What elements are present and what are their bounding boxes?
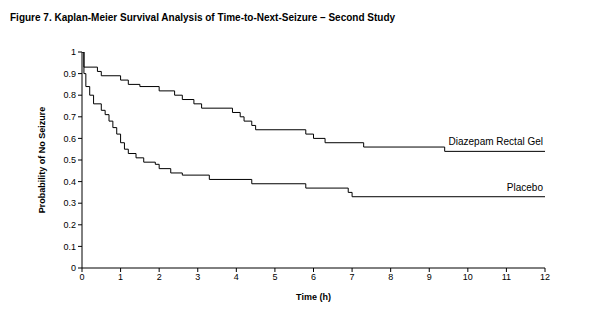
svg-text:Time (h): Time (h)	[296, 292, 331, 302]
svg-text:Diazepam Rectal Gel: Diazepam Rectal Gel	[449, 136, 543, 147]
svg-text:5: 5	[272, 272, 277, 282]
svg-text:6: 6	[311, 272, 316, 282]
svg-text:Placebo: Placebo	[507, 182, 544, 193]
svg-text:0.9: 0.9	[63, 69, 76, 79]
svg-text:0.5: 0.5	[63, 155, 76, 165]
svg-text:3: 3	[195, 272, 200, 282]
svg-text:0.6: 0.6	[63, 134, 76, 144]
svg-text:Probability of No Seizure: Probability of No Seizure	[37, 107, 47, 214]
svg-text:0.7: 0.7	[63, 112, 76, 122]
svg-text:10: 10	[463, 272, 473, 282]
svg-text:0.4: 0.4	[63, 177, 76, 187]
svg-text:4: 4	[234, 272, 239, 282]
svg-text:11: 11	[502, 272, 511, 282]
svg-text:0.1: 0.1	[63, 242, 76, 252]
svg-text:9: 9	[427, 272, 432, 282]
svg-text:0: 0	[79, 272, 84, 282]
svg-text:0.8: 0.8	[63, 90, 76, 100]
svg-text:7: 7	[350, 272, 355, 282]
svg-text:1: 1	[71, 47, 76, 57]
svg-text:1: 1	[118, 272, 123, 282]
svg-text:0.2: 0.2	[63, 220, 76, 230]
svg-text:2: 2	[157, 272, 162, 282]
svg-text:0: 0	[71, 263, 76, 273]
svg-text:0.3: 0.3	[63, 198, 76, 208]
svg-text:8: 8	[388, 272, 393, 282]
html-text:Figure 7. Kaplan-Meier Surviva: Figure 7. Kaplan-Meier Survival Analysis…	[10, 12, 396, 23]
svg-text:12: 12	[540, 272, 550, 282]
